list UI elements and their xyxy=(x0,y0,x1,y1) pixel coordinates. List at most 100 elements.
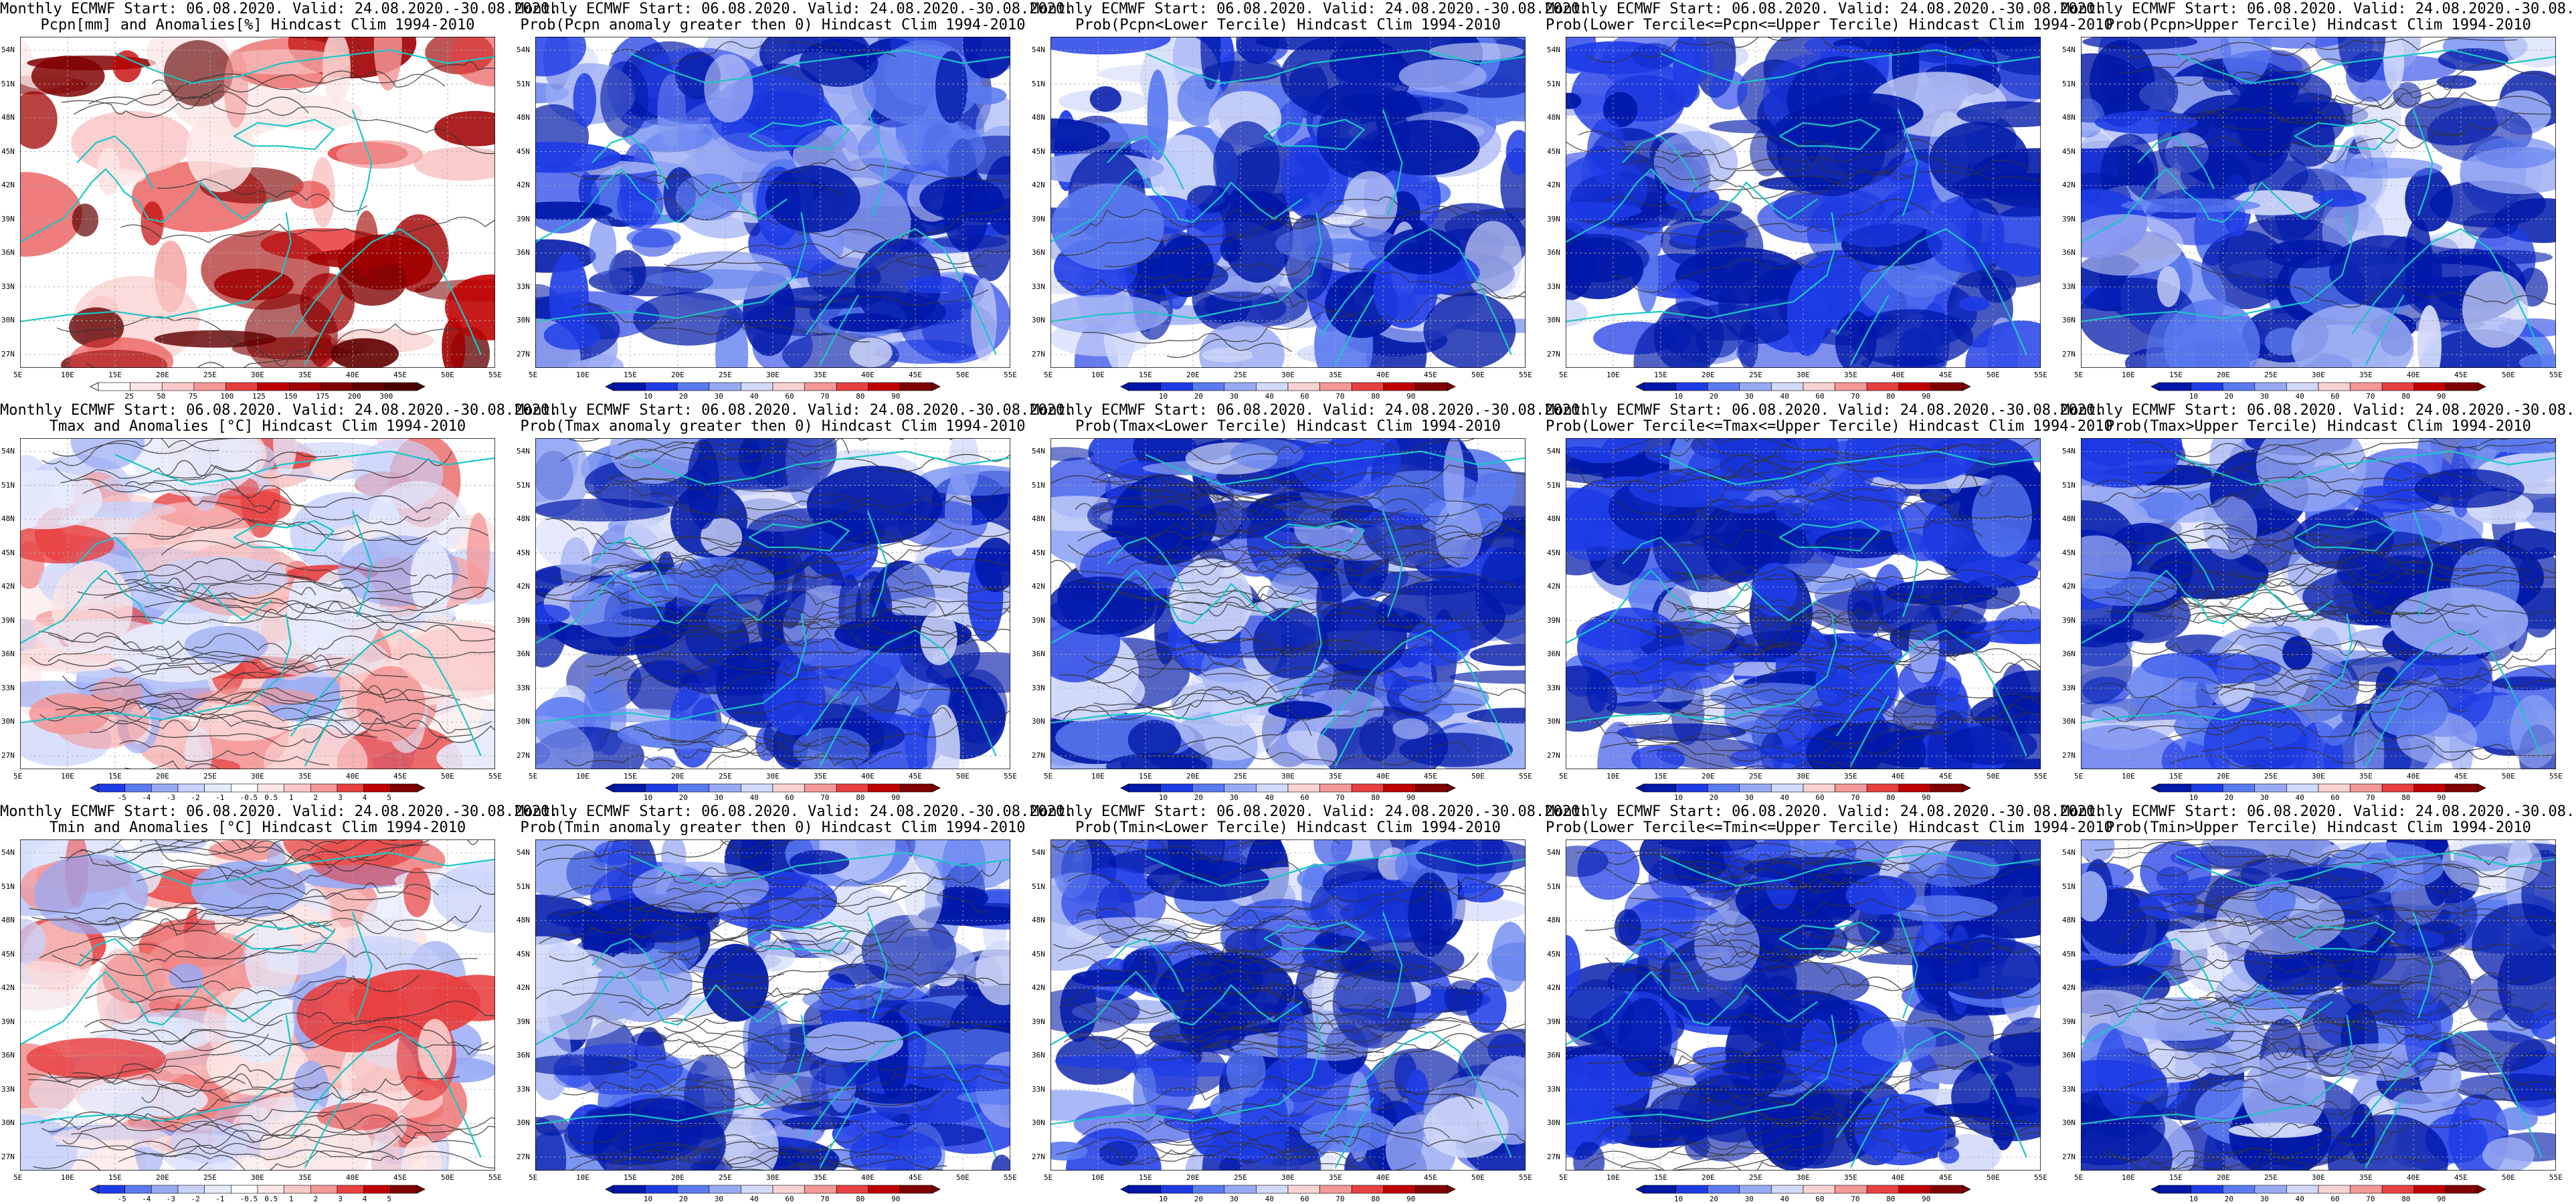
colorbar-tick-label: 40 xyxy=(2295,1195,2304,1203)
colorbar-swatch xyxy=(676,382,710,391)
colorbar-swatch xyxy=(337,1185,365,1194)
map-frame xyxy=(1566,839,2041,1171)
lon-tick-label: 50E xyxy=(2502,1173,2515,1182)
colorbar-swatch xyxy=(645,1185,678,1194)
map-frame xyxy=(20,438,495,769)
lon-tick-label: 40E xyxy=(2407,371,2420,379)
colorbar-swatch xyxy=(284,1185,311,1194)
lon-tick-label: 25E xyxy=(203,371,217,379)
panel-title-line1: Monthly ECMWF Start: 06.08.2020. Valid: … xyxy=(2061,402,2576,419)
colorbar-swatch xyxy=(1866,382,1900,391)
lon-tick-label: 45E xyxy=(2454,772,2468,781)
colorbar-swatch xyxy=(1675,783,1708,793)
lon-tick-label: 35E xyxy=(1844,371,1857,379)
lon-tick-label: 30E xyxy=(1797,772,1810,781)
lon-tick-label: 45E xyxy=(1424,371,1437,379)
colorbar-tick-label: 10 xyxy=(1158,392,1168,401)
lon-tick-label: 35E xyxy=(2359,1173,2373,1182)
colorbar-swatch xyxy=(124,783,152,793)
forecast-panel: Monthly ECMWF Start: 06.08.2020. Valid: … xyxy=(0,803,558,1204)
colorbar-swatch xyxy=(741,1185,773,1194)
lat-tick-label: 42N xyxy=(517,181,530,190)
colorbar-swatch xyxy=(2318,1185,2351,1194)
lon-tick-label: 45E xyxy=(1939,371,1952,379)
lat-tick-label: 36N xyxy=(1,649,15,659)
colorbar-tick-label: 80 xyxy=(1371,793,1380,802)
colorbar-swatch xyxy=(1383,382,1416,391)
lat-tick-label: 33N xyxy=(1032,282,1045,291)
forecast-panel: Monthly ECMWF Start: 06.08.2020. Valid: … xyxy=(1546,401,2113,803)
lat-tick-label: 39N xyxy=(517,615,530,625)
lat-tick-label: 51N xyxy=(1547,480,1560,490)
lat-tick-label: 54N xyxy=(1,45,15,54)
lat-tick-label: 33N xyxy=(517,1084,530,1094)
lat-tick-label: 33N xyxy=(1547,683,1560,692)
panel-title-line2: Prob(Pcpn>Upper Tercile) Hindcast Clim 1… xyxy=(2106,17,2531,33)
lon-tick-label: 15E xyxy=(1139,1173,1152,1182)
colorbar-swatch xyxy=(363,1185,391,1194)
lat-tick-label: 54N xyxy=(1547,447,1560,456)
colorbar-swatch xyxy=(1415,783,1448,793)
lon-tick-label: 25E xyxy=(719,371,732,379)
lat-tick-label: 54N xyxy=(1,447,15,456)
panel-title-line2: Prob(Lower Tercile<=Pcpn<=Upper Tercile)… xyxy=(1546,17,2113,33)
lon-tick-label: 30E xyxy=(251,1173,264,1182)
colorbar xyxy=(605,1185,941,1195)
colorbar-swatch xyxy=(320,382,354,391)
colorbar-tick-label: 60 xyxy=(1815,392,1825,401)
colorbar-swatch xyxy=(1287,1185,1320,1194)
colorbar-swatch xyxy=(1192,382,1225,391)
lon-tick-label: 30E xyxy=(2312,371,2325,379)
lat-tick-label: 36N xyxy=(517,1051,530,1060)
colorbar-tick-label: 30 xyxy=(1229,392,1238,401)
lat-tick-label: 27N xyxy=(2062,350,2076,359)
lat-tick-label: 30N xyxy=(1,316,15,325)
colorbar-tick-label: 70 xyxy=(1851,793,1860,802)
lon-tick-label: 20E xyxy=(2217,1173,2230,1182)
lon-tick-label: 15E xyxy=(1139,772,1152,781)
forecast-panel: Monthly ECMWF Start: 06.08.2020. Valid: … xyxy=(515,401,1073,803)
lat-tick-label: 48N xyxy=(517,916,530,925)
lon-tick-label: 35E xyxy=(2359,772,2373,781)
colorbar-swatch xyxy=(2254,1185,2287,1194)
lon-tick-label: 20E xyxy=(2217,371,2230,379)
colorbar-swatch xyxy=(177,1185,205,1194)
lon-tick-label: 10E xyxy=(61,1173,74,1182)
lon-tick-label: 5E xyxy=(2074,1173,2084,1182)
lat-tick-label: 51N xyxy=(1547,882,1560,891)
lat-tick-label: 27N xyxy=(517,751,530,760)
colorbar-swatch xyxy=(1128,783,1161,793)
colorbar-swatch xyxy=(1898,783,1931,793)
colorbar-swatch xyxy=(2381,1185,2415,1194)
lat-tick-label: 27N xyxy=(1,751,15,760)
lon-tick-label: 30E xyxy=(766,772,779,781)
colorbar-tick-label: 30 xyxy=(2260,1195,2269,1203)
colorbar-tick-label: 90 xyxy=(1922,392,1931,401)
colorbar-swatch xyxy=(1160,783,1193,793)
lon-tick-label: 30E xyxy=(251,772,264,781)
lat-tick-label: 48N xyxy=(517,514,530,524)
colorbar-tick-label: 30 xyxy=(714,392,723,401)
colorbar-tick-label: 80 xyxy=(1886,392,1896,401)
lat-tick-label: 36N xyxy=(1547,248,1560,258)
colorbar-swatch xyxy=(613,382,646,391)
colorbar-tick-label: 40 xyxy=(749,793,759,802)
colorbar-tick-label: -3 xyxy=(166,793,176,802)
colorbar-tick-label: 80 xyxy=(856,392,865,401)
colorbar-tick-label: 90 xyxy=(2437,793,2446,802)
lon-tick-label: 20E xyxy=(1186,371,1200,379)
colorbar-swatch xyxy=(1930,1185,1963,1194)
colorbar xyxy=(2150,783,2486,793)
lat-tick-label: 45N xyxy=(517,548,530,557)
colorbar-tick-label: 30 xyxy=(1744,793,1754,802)
colorbar-swatch xyxy=(868,382,901,391)
lon-tick-label: 25E xyxy=(203,772,217,781)
lon-tick-label: 35E xyxy=(814,772,827,781)
colorbar-tick-label: -2 xyxy=(191,1195,200,1203)
lat-tick-label: 39N xyxy=(2062,214,2076,223)
colorbar-swatch xyxy=(98,783,126,793)
map-frame xyxy=(1050,438,1526,769)
colorbar-tick-label: 70 xyxy=(1336,793,1345,802)
colorbar-swatch xyxy=(363,783,391,793)
